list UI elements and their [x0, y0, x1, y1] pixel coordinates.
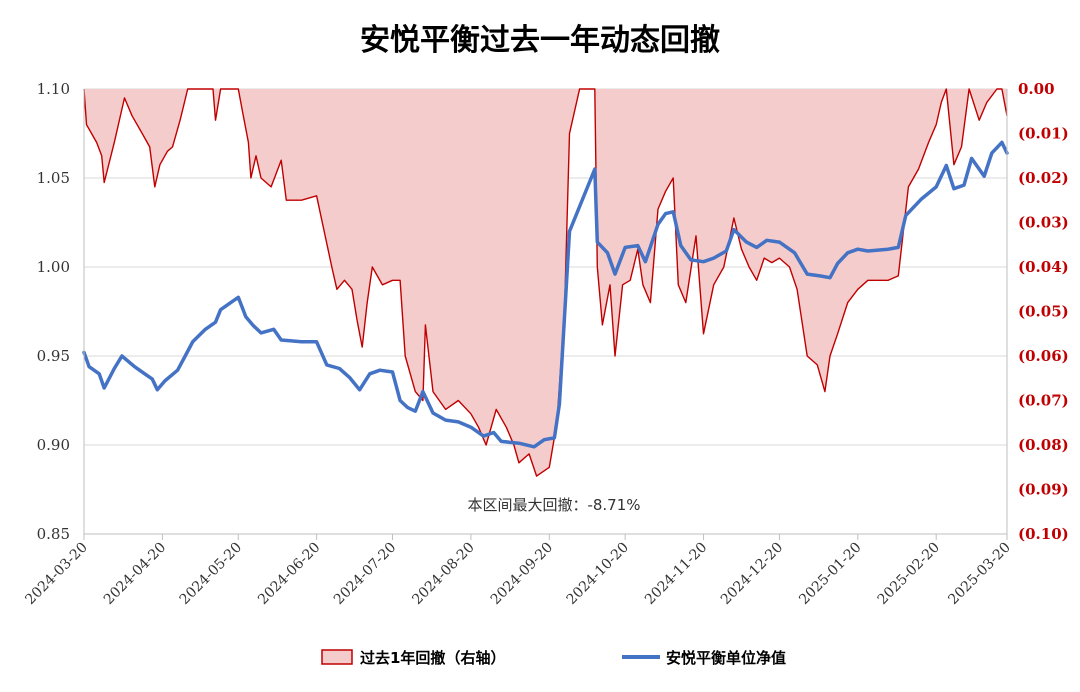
left-tick-label: 0.90: [37, 436, 70, 454]
right-tick-label: (0.04): [1018, 258, 1069, 276]
legend-swatch-drawdown: [321, 649, 353, 665]
right-tick-label: (0.01): [1018, 125, 1069, 143]
legend-label-nav: 安悦平衡单位净值: [666, 649, 786, 667]
drawdown-area-outline: [83, 88, 1008, 477]
chart-title: 安悦平衡过去一年动态回撤: [360, 23, 720, 58]
right-tick-label: (0.07): [1018, 392, 1069, 410]
right-tick-label: (0.03): [1018, 214, 1069, 232]
left-axis-ticks: 1.10 1.05 1.00 0.95 0.90 0.85: [37, 80, 70, 543]
right-tick-label: (0.09): [1018, 481, 1069, 499]
nav-line-layer: [82, 140, 1009, 449]
right-tick-label: (0.10): [1018, 525, 1069, 543]
right-tick-label: (0.05): [1018, 303, 1069, 321]
right-tick-label: (0.06): [1018, 347, 1069, 365]
legend-label-drawdown: 过去1年回撤（右轴）: [360, 649, 505, 667]
right-tick-label: (0.02): [1018, 169, 1069, 187]
left-tick-label: 0.85: [37, 525, 70, 543]
max-drawdown-annotation: 本区间最大回撤：-8.71%: [467, 496, 640, 514]
left-tick-label: 1.05: [37, 169, 70, 187]
left-tick-label: 1.10: [37, 80, 70, 98]
drawdown-area-layer: [83, 88, 1008, 477]
drawdown-area-fill: [84, 89, 1007, 477]
right-tick-label: 0.00: [1018, 80, 1055, 98]
right-tick-label: (0.08): [1018, 436, 1069, 454]
left-tick-label: 0.95: [37, 347, 70, 365]
legend: 过去1年回撤（右轴） 安悦平衡单位净值: [321, 649, 786, 667]
right-axis-ticks: 0.00 (0.01) (0.02) (0.03) (0.04) (0.05) (0.06)…: [1018, 80, 1069, 543]
left-tick-label: 1.00: [37, 258, 70, 276]
nav-series-line: [82, 140, 1009, 449]
